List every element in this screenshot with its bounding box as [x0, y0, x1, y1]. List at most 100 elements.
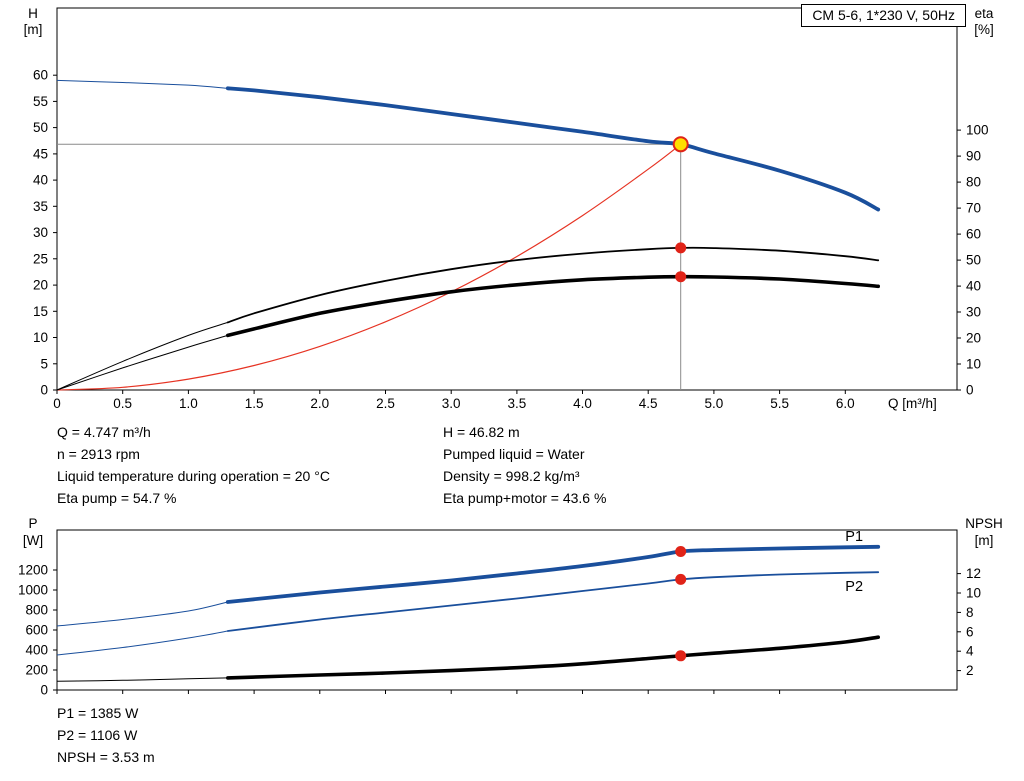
text-line: NPSH = 3.53 m [57, 749, 155, 765]
y-right-tick-label: 40 [966, 279, 981, 294]
y-right-tick-label: 50 [966, 253, 981, 268]
y-left-tick-label: 1000 [18, 583, 48, 598]
x-axis-label: Q [m³/h] [888, 396, 937, 411]
y-left-tick-label: 15 [33, 304, 48, 319]
p2-point [675, 573, 687, 585]
y-right-tick-label: 10 [966, 357, 981, 372]
text-line: Density = 998.2 kg/m³ [443, 468, 580, 484]
head-curve [225, 86, 881, 212]
power-npsh-results: P1 = 1385 W P2 = 1106 W NPSH = 3.53 m [57, 702, 155, 768]
eta-pump-motor-point [675, 271, 687, 283]
y-left-tick-label: 55 [33, 94, 48, 109]
text-line: n = 2913 rpm [57, 446, 140, 462]
y-right-tick-label: 2 [966, 663, 974, 678]
x-tick-label: 3.0 [442, 396, 461, 411]
x-tick-label: 5.0 [705, 396, 724, 411]
x-tick-label: 1.0 [179, 396, 198, 411]
pump-model-label: CM 5-6, 1*230 V, 50Hz [812, 7, 955, 23]
y-left-tick-label: 800 [25, 603, 48, 618]
p1-curve-thin [56, 601, 228, 627]
curve-label-P1: P1 [845, 529, 863, 545]
head-curve-thin [56, 79, 228, 89]
p2-curve-thin [56, 630, 228, 656]
y-right-axis-label: [m] [975, 533, 994, 548]
system-curve [56, 143, 682, 391]
text-line: P2 = 1106 W [57, 727, 138, 743]
x-tick-label: 1.5 [245, 396, 264, 411]
pump-model-box: CM 5-6, 1*230 V, 50Hz [801, 4, 966, 27]
y-left-tick-label: 60 [33, 68, 48, 83]
y-right-tick-label: 30 [966, 305, 981, 320]
text-line: Eta pump = 54.7 % [57, 490, 177, 506]
eta-pump-curve [226, 246, 880, 324]
y-right-tick-label: 60 [966, 227, 981, 242]
y-left-tick-label: 50 [33, 120, 48, 135]
y-right-axis-label: NPSH [965, 516, 1003, 531]
x-tick-label: 4.0 [573, 396, 592, 411]
x-tick-label: 5.5 [770, 396, 789, 411]
y-left-tick-label: 40 [33, 173, 48, 188]
y-left-tick-label: 600 [25, 623, 48, 638]
npsh-curve-thin [56, 677, 228, 682]
text-line: Q = 4.747 m³/h [57, 424, 151, 440]
eta-pump-motor-curve [226, 274, 880, 338]
power-npsh-chart: 0 200 400 600 800 1000 1200 2 4 6 8 10 12 P [W] NPSH [m]… [18, 516, 1003, 698]
y-left-tick-label: 400 [25, 643, 48, 658]
eta-pump-motor-curve-thin [56, 334, 228, 391]
x-tick-label: 3.5 [508, 396, 527, 411]
y-right-tick-label: 70 [966, 201, 981, 216]
text-line: P1 = 1385 W [57, 705, 139, 721]
y-left-axis-label: H [28, 6, 38, 21]
y-left-tick-label: 10 [33, 330, 48, 345]
x-tick-label: 2.5 [376, 396, 395, 411]
y-right-tick-label: 20 [966, 331, 981, 346]
y-left-tick-label: 20 [33, 278, 48, 293]
text-line: Pumped liquid = Water [443, 446, 585, 462]
y-left-tick-label: 30 [33, 225, 48, 240]
curve-label-P2: P2 [845, 579, 863, 595]
y-right-tick-label: 80 [966, 175, 981, 190]
y-right-tick-label: 4 [966, 644, 974, 659]
y-left-tick-label: 35 [33, 199, 48, 214]
eta-pump-curve-thin [56, 321, 228, 391]
x-tick-label: 0.5 [113, 396, 132, 411]
y-left-tick-label: 0 [40, 683, 48, 698]
y-left-tick-label: 0 [40, 383, 48, 398]
x-tick-label: 2.0 [310, 396, 329, 411]
y-left-axis-label: [m] [24, 22, 43, 37]
x-tick-label: 4.5 [639, 396, 658, 411]
y-right-axis-label: eta [975, 6, 994, 21]
operating-data-left: Q = 4.747 m³/h n = 2913 rpm Liquid tempera… [57, 421, 330, 509]
duty-point [672, 136, 689, 153]
y-right-tick-label: 90 [966, 149, 981, 164]
npsh-point [675, 650, 687, 662]
eta-pump-point [675, 242, 687, 254]
y-left-tick-label: 200 [25, 663, 48, 678]
y-left-tick-label: 45 [33, 146, 48, 161]
y-left-tick-label: 5 [40, 356, 48, 371]
y-right-axis-label: [%] [974, 22, 994, 37]
x-tick-label: 6.0 [836, 396, 855, 411]
text-line: Liquid temperature during operation = 20… [57, 468, 330, 484]
qh-frame [56, 7, 958, 391]
p2-curve [226, 571, 880, 632]
y-right-tick-label: 0 [966, 383, 974, 398]
y-left-axis-label: P [28, 516, 37, 531]
y-left-axis-label: [W] [23, 533, 43, 548]
y-right-tick-label: 12 [966, 566, 981, 581]
x-tick-label: 0 [53, 396, 61, 411]
operating-data-right: H = 46.82 m Pumped liquid = Water Density … [443, 421, 606, 509]
npsh-curve [226, 635, 880, 680]
p1-curve [225, 544, 881, 604]
text-line: H = 46.82 m [443, 424, 520, 440]
y-right-tick-label: 10 [966, 586, 981, 601]
y-right-tick-label: 6 [966, 624, 974, 639]
p1-point [675, 546, 687, 557]
y-left-tick-label: 25 [33, 251, 48, 266]
text-line: Eta pump+motor = 43.6 % [443, 490, 607, 506]
y-left-tick-label: 1200 [18, 563, 48, 578]
y-right-tick-label: 100 [966, 123, 989, 138]
y-right-tick-label: 8 [966, 605, 974, 620]
